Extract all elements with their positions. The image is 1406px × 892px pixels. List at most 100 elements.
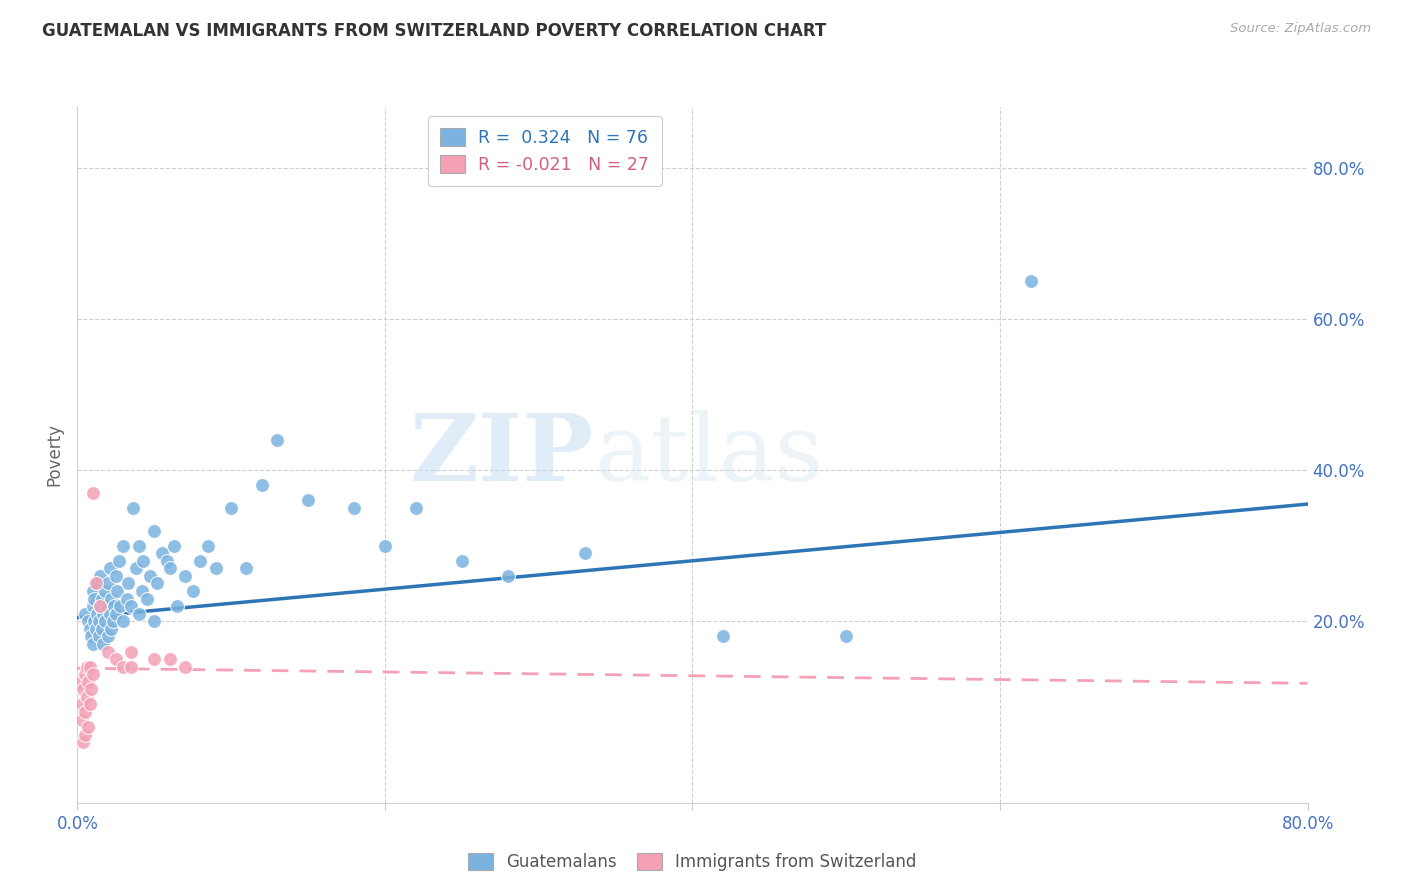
Point — [250, 478, 273, 492]
Point — [93, 607, 115, 621]
Point — [117, 576, 139, 591]
Point — [374, 539, 396, 553]
Point — [98, 607, 121, 621]
Point — [90, 622, 114, 636]
Point — [574, 546, 596, 560]
Point — [297, 493, 319, 508]
Point — [70, 698, 93, 712]
Point — [143, 524, 166, 538]
Point — [115, 591, 138, 606]
Point — [97, 629, 120, 643]
Point — [82, 667, 104, 681]
Point — [79, 622, 101, 636]
Point — [138, 569, 160, 583]
Text: Source: ZipAtlas.com: Source: ZipAtlas.com — [1230, 22, 1371, 36]
Point — [82, 485, 104, 500]
Point — [86, 576, 108, 591]
Point — [80, 682, 103, 697]
Point — [101, 615, 124, 629]
Point — [105, 584, 128, 599]
Point — [104, 652, 127, 666]
Point — [82, 584, 104, 599]
Point — [1019, 274, 1042, 288]
Point — [174, 659, 197, 673]
Point — [132, 554, 155, 568]
Point — [103, 599, 125, 614]
Point — [98, 561, 121, 575]
Point — [76, 690, 98, 704]
Point — [219, 500, 242, 515]
Point — [93, 637, 115, 651]
Point — [94, 584, 117, 599]
Point — [70, 713, 93, 727]
Point — [79, 659, 101, 673]
Point — [150, 546, 173, 560]
Point — [143, 615, 166, 629]
Point — [87, 615, 110, 629]
Point — [97, 576, 120, 591]
Point — [73, 705, 96, 719]
Point — [80, 629, 103, 643]
Point — [89, 599, 111, 614]
Point — [83, 591, 105, 606]
Point — [120, 599, 142, 614]
Legend: Guatemalans, Immigrants from Switzerland: Guatemalans, Immigrants from Switzerland — [461, 847, 924, 878]
Point — [143, 652, 166, 666]
Point — [84, 622, 107, 636]
Point — [94, 615, 117, 629]
Point — [405, 500, 427, 515]
Point — [112, 615, 135, 629]
Point — [83, 615, 105, 629]
Point — [73, 728, 96, 742]
Y-axis label: Poverty: Poverty — [45, 424, 63, 486]
Point — [112, 659, 135, 673]
Text: atlas: atlas — [595, 410, 824, 500]
Point — [343, 500, 366, 515]
Point — [72, 682, 94, 697]
Point — [79, 698, 101, 712]
Point — [77, 674, 100, 689]
Point — [159, 561, 181, 575]
Point — [204, 561, 226, 575]
Point — [73, 607, 96, 621]
Point — [112, 539, 135, 553]
Point — [72, 735, 94, 749]
Point — [711, 629, 734, 643]
Point — [146, 576, 169, 591]
Point — [108, 554, 131, 568]
Point — [496, 569, 519, 583]
Point — [128, 607, 150, 621]
Point — [77, 615, 100, 629]
Point — [235, 561, 257, 575]
Point — [266, 433, 288, 447]
Point — [86, 607, 108, 621]
Point — [89, 599, 111, 614]
Point — [97, 644, 120, 658]
Point — [82, 637, 104, 651]
Point — [135, 591, 157, 606]
Point — [835, 629, 858, 643]
Point — [104, 569, 127, 583]
Point — [89, 569, 111, 583]
Point — [120, 644, 142, 658]
Point — [76, 659, 98, 673]
Point — [84, 576, 107, 591]
Point — [181, 584, 204, 599]
Text: ZIP: ZIP — [409, 410, 595, 500]
Point — [197, 539, 219, 553]
Point — [73, 667, 96, 681]
Point — [131, 584, 153, 599]
Point — [100, 591, 122, 606]
Point — [174, 569, 197, 583]
Point — [82, 599, 104, 614]
Point — [110, 599, 132, 614]
Point — [128, 539, 150, 553]
Point — [100, 622, 122, 636]
Point — [125, 561, 148, 575]
Point — [96, 599, 118, 614]
Point — [166, 599, 188, 614]
Point — [77, 720, 100, 734]
Text: GUATEMALAN VS IMMIGRANTS FROM SWITZERLAND POVERTY CORRELATION CHART: GUATEMALAN VS IMMIGRANTS FROM SWITZERLAN… — [42, 22, 827, 40]
Point — [90, 591, 114, 606]
Point — [159, 652, 181, 666]
